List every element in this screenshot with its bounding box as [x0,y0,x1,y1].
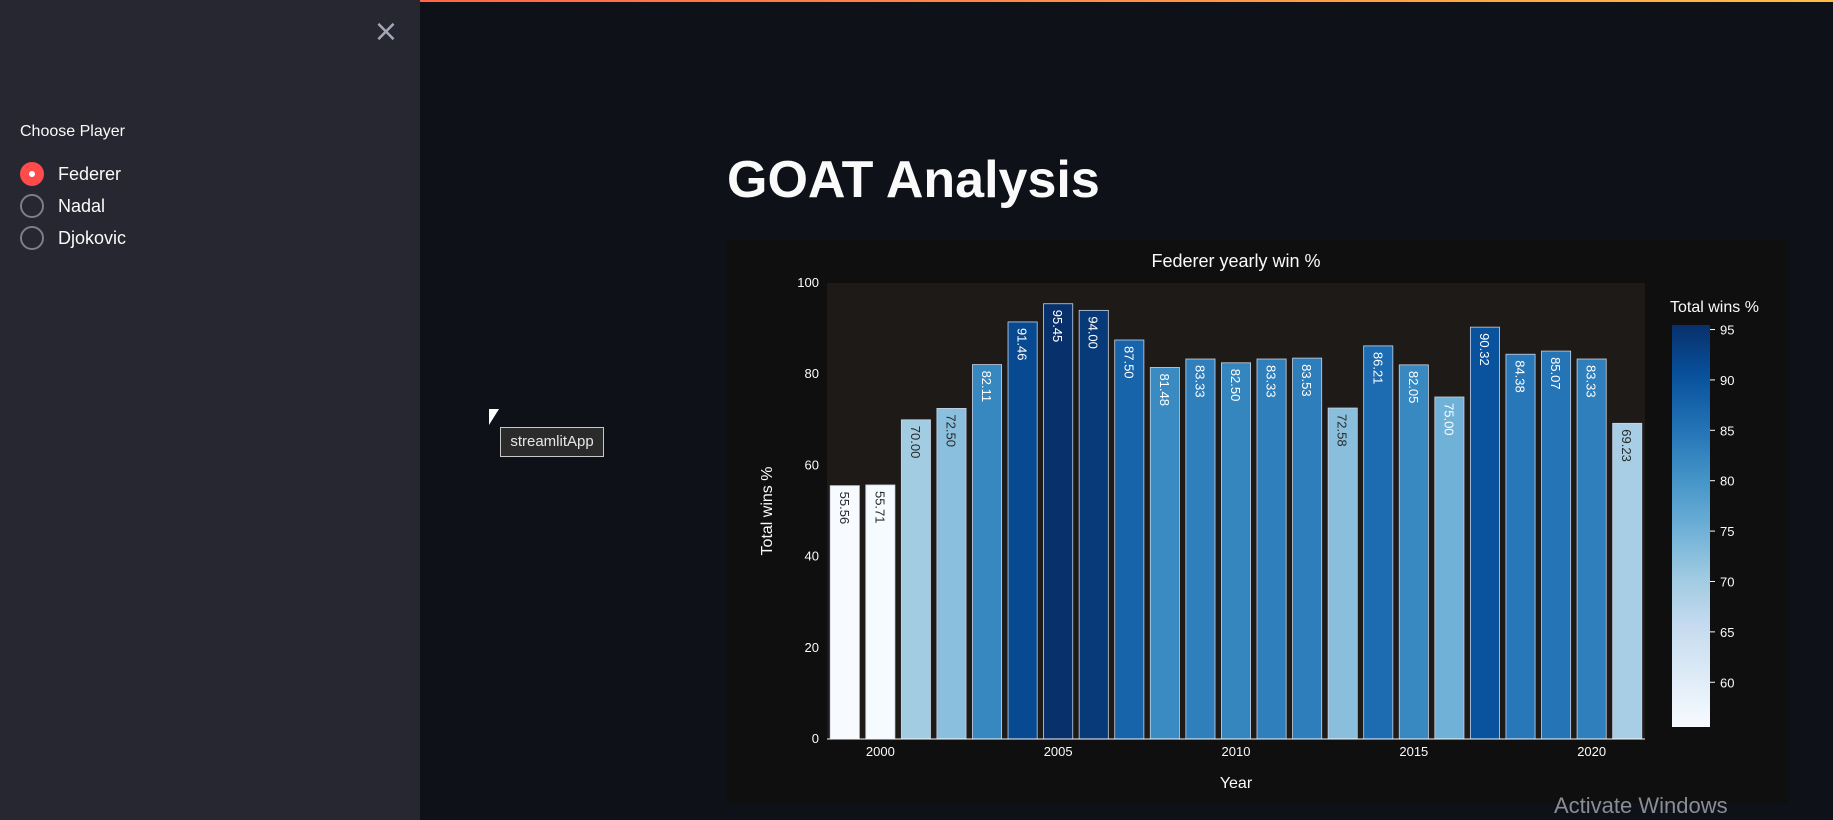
bar [1541,350,1572,740]
bar-value-label: 87.50 [1121,346,1136,379]
radio-option-nadal[interactable]: Nadal [20,190,126,222]
x-axis-label: Year [1220,775,1253,792]
colorbar-tick-label: 70 [1720,574,1734,589]
bar-value-label: 86.21 [1370,352,1385,385]
colorbar-tick-label: 85 [1720,423,1734,438]
colorbar-tick-label: 80 [1720,474,1734,489]
bar-value-label: 70.00 [908,426,923,459]
bar-value-label: 84.38 [1513,360,1528,393]
bar-value-label: 81.48 [1157,373,1172,406]
bar-value-label: 72.58 [1335,414,1350,447]
y-tick-label: 0 [812,731,819,746]
bar-value-label: 72.50 [943,414,958,447]
bar [1114,339,1145,740]
bar-value-label: 95.45 [1050,310,1065,343]
bar-value-label: 90.32 [1477,333,1492,366]
x-tick-label: 2005 [1044,744,1073,759]
bar-value-label: 83.33 [1192,365,1207,398]
bar-chart: Federer yearly win % 0 20 40 60 80 100 55.56 55.… [759,251,1759,792]
activate-windows-watermark: Activate Windows [1554,793,1728,818]
bar [1256,358,1287,740]
bar-value-label: 85.07 [1548,357,1563,390]
bar [1576,358,1607,740]
bar-value-label: 82.11 [979,371,994,403]
x-tick-label: 2020 [1577,744,1606,759]
bar [1007,321,1038,740]
y-tick-label: 20 [805,640,819,655]
x-tick-label: 2010 [1222,744,1251,759]
bar [829,485,860,740]
radio-button-icon[interactable] [20,226,44,250]
bar-value-label: 83.33 [1584,365,1599,398]
mouse-cursor-icon [489,409,499,425]
y-tick-label: 80 [805,366,819,381]
choose-player-label: Choose Player [20,123,125,140]
player-radio-group: Federer Nadal Djokovic [20,158,126,254]
bar [1078,309,1109,740]
bar-value-label: 83.53 [1299,364,1314,397]
bar [1149,367,1180,740]
chart-title: Federer yearly win % [1151,251,1320,271]
bar [972,364,1003,740]
bar [1327,407,1358,740]
bar-value-label: 94.00 [1086,316,1101,349]
bar-value-label: 83.33 [1264,365,1279,398]
bar [1505,353,1536,740]
colorbar [1672,325,1710,727]
radio-option-label: Nadal [58,195,106,216]
bar [1363,345,1394,740]
radio-option-label: Djokovic [58,227,127,248]
sidebar: × Choose Player Federer Nadal Djokovic [0,0,420,820]
bar [1434,396,1465,740]
x-tick-label: 2015 [1399,744,1428,759]
colorbar-tick-label: 90 [1720,373,1734,388]
radio-option-federer[interactable]: Federer [20,158,126,190]
bar [1292,357,1323,740]
bar [1185,358,1216,740]
bar-value-label: 82.05 [1406,371,1421,404]
page-title: GOAT Analysis [727,151,1100,209]
bar [1398,364,1429,740]
x-tick-label: 2000 [866,744,895,759]
radio-option-label: Federer [58,163,122,184]
bar-value-label: 82.50 [1228,369,1243,402]
bar [1469,326,1500,740]
y-tick-label: 40 [805,549,819,564]
bar-chart-panel: Federer yearly win % 0 20 40 60 80 100 55.56 55.… [727,240,1788,803]
bar [936,407,967,740]
bar-value-label: 55.71 [872,491,887,524]
colorbar-tick-label: 60 [1720,675,1734,690]
radio-option-djokovic[interactable]: Djokovic [20,222,126,254]
bar-value-label: 69.23 [1619,429,1634,462]
close-icon[interactable]: × [373,14,399,49]
bar [1043,303,1074,740]
bar [1221,362,1251,740]
bar [1612,422,1643,740]
y-tick-label: 60 [805,457,819,472]
colorbar-tick-label: 95 [1720,323,1734,338]
colorbar-tick-label: 75 [1720,524,1734,539]
radio-button-icon[interactable] [20,194,44,218]
y-tick-label: 100 [797,275,819,290]
bar-value-label: 55.56 [837,492,852,525]
bar [900,419,931,740]
bar [865,484,896,740]
colorbar-title: Total wins % [1670,299,1759,316]
radio-button-icon[interactable] [20,162,44,186]
tooltip: streamlitApp [500,427,604,457]
top-accent-line [0,0,1833,2]
colorbar-tick-label: 65 [1720,625,1734,640]
bar-value-label: 91.46 [1015,328,1030,361]
y-axis-label: Total wins % [759,467,776,556]
bar-value-label: 75.00 [1441,403,1456,436]
